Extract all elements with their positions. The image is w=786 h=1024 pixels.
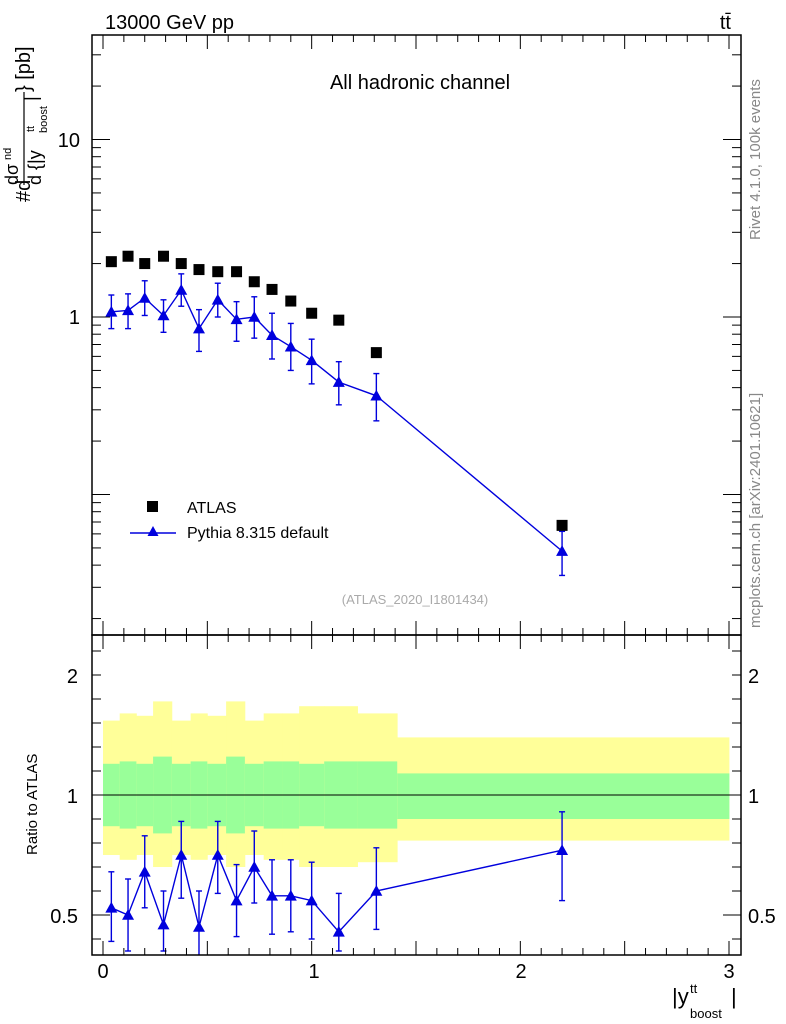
y-label-denominator-subscript: boost (38, 106, 50, 133)
atlas-point (122, 250, 134, 262)
y-tick-label-1: 1 (69, 307, 80, 329)
ratio-plot: Ratio to ATLAS 2 1 0.5 2 1 0.5 0 1 2 3 |… (24, 634, 776, 1021)
atlas-point (158, 250, 170, 262)
ratio-point (175, 849, 188, 860)
atlas-point (193, 264, 205, 276)
main-data-marks (105, 250, 569, 577)
pythia-point (230, 313, 243, 325)
main-title: All hadronic channel (330, 72, 510, 94)
ratio-point (556, 844, 569, 855)
pythia-point (370, 389, 383, 401)
legend-atlas-marker (147, 501, 158, 512)
ratio-point (305, 894, 318, 906)
x-label-superscript: tt (690, 981, 698, 996)
ratio-point (211, 849, 224, 860)
ratio-point (230, 894, 243, 906)
pythia-point (305, 354, 318, 366)
legend-atlas-label: ATLAS (187, 500, 237, 517)
ratio-point (284, 889, 297, 901)
main-plot-frame (91, 34, 742, 636)
atlas-point (266, 283, 278, 295)
pythia-series-line (111, 288, 563, 552)
ratio-y-tick-label-1-right: 1 (748, 786, 759, 808)
ratio-point (105, 901, 118, 913)
atlas-point (556, 519, 568, 531)
y-label-denominator-superscript: tt (25, 126, 37, 132)
atlas-point (285, 295, 297, 307)
x-label-prefix: |y (672, 984, 689, 1009)
atlas-point (333, 314, 345, 326)
atlas-point (139, 258, 151, 270)
ratio-y-tick-label-0.5-left: 0.5 (50, 906, 78, 928)
atlas-point (212, 266, 224, 278)
pythia-point (138, 291, 151, 303)
ratio-point (138, 865, 151, 877)
ratio-plot-frame (91, 634, 742, 956)
legend-pythia-marker (147, 526, 159, 536)
ratio-y-tick-label-1-left: 1 (67, 786, 78, 808)
ratio-point (332, 925, 345, 937)
x-label-close: | (731, 984, 737, 1009)
x-label-subscript: boost (690, 1006, 722, 1021)
pythia-point (556, 545, 569, 556)
pythia-point (211, 293, 224, 305)
x-tick-label-3: 3 (723, 961, 734, 983)
main-plot: All hadronic channel (ATLAS_2020_I180143… (2, 34, 742, 636)
main-axis-ticks (92, 35, 741, 635)
ratio-point (370, 885, 383, 896)
legend-pythia-label: Pythia 8.315 default (187, 525, 329, 542)
ratio-point (157, 918, 170, 930)
atlas-point (175, 258, 187, 270)
pythia-point (122, 304, 135, 316)
y-label-denominator-close: | (21, 96, 41, 101)
pythia-point (332, 376, 345, 387)
pythia-point (284, 340, 297, 352)
x-tick-label-2: 2 (515, 961, 526, 983)
pythia-point (248, 311, 261, 322)
atlas-point (105, 256, 117, 268)
atlas-point (248, 276, 260, 288)
x-axis-label: |y tt boost | (672, 981, 737, 1021)
ratio-y-tick-label-2-left: 2 (67, 666, 78, 688)
main-y-axis-label: #d dσ nd d {|y tt boost | } [pb] (2, 46, 50, 202)
ratio-point (122, 909, 135, 920)
x-tick-label-0: 0 (97, 961, 108, 983)
ratio-point (192, 921, 205, 932)
y-tick-label-10: 10 (58, 130, 80, 152)
x-tick-label-1: 1 (308, 961, 319, 983)
pythia-point (266, 329, 279, 340)
y-label-numerator-superscript: nd (2, 148, 14, 160)
y-label-unit: } [pb] (13, 46, 35, 92)
ratio-y-tick-label-0.5-right: 0.5 (748, 906, 776, 928)
atlas-point (306, 307, 318, 319)
y-label-denominator: d {|y (25, 150, 45, 185)
ratio-data-marks (105, 811, 569, 955)
ratio-axis-ticks (92, 635, 741, 955)
source-label: mcplots.cern.ch [arXiv:2401.10621] (747, 393, 764, 628)
particle-label: tt̄ (720, 12, 732, 34)
ratio-y-tick-label-2-right: 2 (748, 666, 759, 688)
pythia-point (157, 309, 170, 321)
pythia-point (192, 322, 205, 334)
ratio-y-axis-label: Ratio to ATLAS (24, 754, 41, 855)
rivet-version-label: Rivet 4.1.0, 100k events (747, 79, 764, 240)
ratio-point (266, 889, 279, 901)
legend: ATLAS Pythia 8.315 default (130, 500, 329, 542)
y-label-numerator: dσ (2, 164, 22, 185)
atlas-point (231, 266, 243, 278)
uncertainty-bands (103, 701, 730, 867)
process-label: 13000 GeV pp (105, 12, 234, 34)
y-label-prefix: #d (13, 180, 35, 202)
pythia-point (175, 283, 188, 295)
ratio-point (248, 861, 261, 872)
pythia-point (105, 305, 118, 317)
analysis-label: (ATLAS_2020_I1801434) (342, 592, 488, 607)
atlas-point (370, 347, 382, 359)
